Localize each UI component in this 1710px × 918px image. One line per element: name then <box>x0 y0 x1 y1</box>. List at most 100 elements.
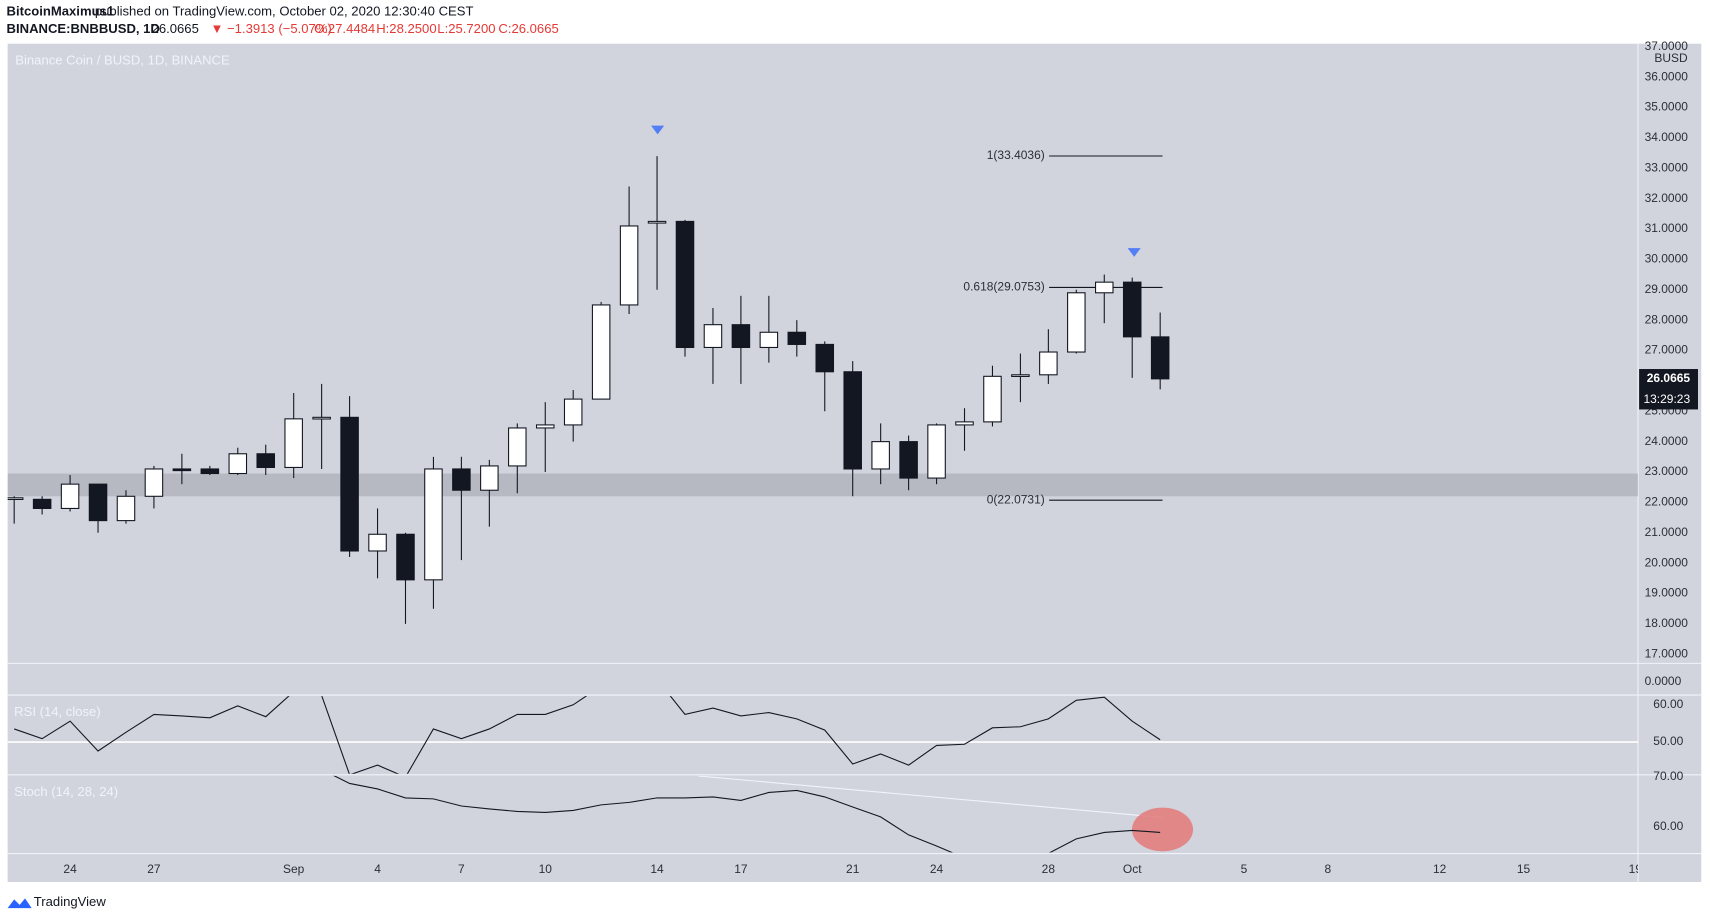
last-price-label: 26.0665 <box>1647 371 1691 385</box>
x-tick-label: 12 <box>1433 862 1447 876</box>
x-tick-label: 28 <box>1042 862 1056 876</box>
candle-body <box>284 418 303 468</box>
fib-label: 0(22.0731) <box>987 492 1045 506</box>
y-tick-label: 32.0000 <box>1645 191 1689 205</box>
candle-body <box>927 424 946 479</box>
candle-body <box>703 324 723 349</box>
candle-body <box>1150 336 1170 380</box>
y-tick-label: 60.00 <box>1653 697 1683 711</box>
y-tick-label: 17.0000 <box>1645 646 1689 660</box>
stoch-pane <box>333 775 1194 853</box>
y-tick-label: 34.0000 <box>1645 130 1689 144</box>
last-price-box <box>1639 369 1699 410</box>
ohlc-open: O:27.4484 <box>314 21 375 36</box>
y-tick-label: 20.0000 <box>1645 555 1689 569</box>
candle-body <box>340 416 359 552</box>
x-axis: 24 27 Sep 4 7 10 14 17 21 24 28 Oct 5 8 12 15 19 <box>63 862 1643 876</box>
candle-body <box>843 371 862 470</box>
logo-text: TradingView <box>34 894 107 909</box>
candle-body <box>591 304 611 400</box>
candle-body <box>563 398 583 426</box>
author: BitcoinMaximus1 <box>7 3 115 18</box>
candle-body <box>619 225 639 306</box>
y-tick-label: 70.00 <box>1653 769 1683 783</box>
candle-body <box>815 343 835 373</box>
signal-marker <box>1127 248 1141 257</box>
indicator-line <box>13 696 1161 774</box>
candle-body <box>396 533 415 581</box>
ohlc-close: C:26.0665 <box>498 21 558 36</box>
candle-body <box>116 495 136 522</box>
highlight-ellipse <box>1132 807 1194 852</box>
x-tick-label: 15 <box>1517 862 1531 876</box>
candle-body <box>899 441 918 479</box>
candle-body <box>1039 351 1058 376</box>
candle-body <box>144 468 164 497</box>
y-tick-label: 50.00 <box>1653 734 1683 748</box>
candle-body <box>452 468 471 491</box>
x-tick-label: 4 <box>374 862 381 876</box>
candle-body <box>60 483 80 509</box>
x-tick-label: 21 <box>846 862 860 876</box>
y-tick-label: 23.0000 <box>1645 464 1689 478</box>
volume-tick-label: 0.0000 <box>1645 674 1682 688</box>
symbol: BINANCE:BNBBUSD, 1D <box>7 21 160 36</box>
y-tick-label: 21.0000 <box>1645 525 1689 539</box>
x-tick-label: 24 <box>63 862 77 876</box>
candle-body <box>1011 374 1030 377</box>
y-tick-label: 19.0000 <box>1645 586 1689 600</box>
candle-body <box>871 441 890 470</box>
x-tick-label: 8 <box>1325 862 1332 876</box>
candle-body <box>787 331 807 345</box>
y-tick-label: 37.0000 <box>1645 39 1689 53</box>
candle-body <box>647 220 667 224</box>
x-tick-label: 24 <box>930 862 944 876</box>
rsi-pane <box>7 696 1639 774</box>
y-tick-label: 27.0000 <box>1645 343 1689 357</box>
candle-body <box>675 220 695 349</box>
change: ▼ −1.3913 (−5.07%) <box>210 21 331 36</box>
x-tick-label: Oct <box>1123 862 1142 876</box>
fib-label: 0.618(29.0753) <box>963 280 1044 294</box>
x-tick-label: 17 <box>734 862 748 876</box>
x-tick-label: 19 <box>1629 862 1643 876</box>
pane-title: Binance Coin / BUSD, 1D, BINANCE <box>15 53 230 68</box>
x-tick-label: 5 <box>1241 862 1248 876</box>
fib-label: 1(33.4036) <box>987 148 1045 162</box>
candle-body <box>508 427 527 467</box>
y-tick-label: 33.0000 <box>1645 160 1689 174</box>
candle-body <box>200 468 220 475</box>
y-tick-label: 18.0000 <box>1645 616 1689 630</box>
stoch-title: Stoch (14, 28, 24) <box>14 784 118 799</box>
ohlc-low: L:25.7200 <box>437 21 495 36</box>
currency: BUSD <box>1654 51 1688 65</box>
candle-body <box>228 453 248 475</box>
y-tick-label: 36.0000 <box>1645 69 1689 83</box>
y-tick-label: 22.0000 <box>1645 495 1689 509</box>
y-tick-label: 35.0000 <box>1645 100 1689 114</box>
published: published on TradingView.com, October 02… <box>95 3 474 18</box>
logo: TradingView <box>7 894 107 909</box>
trend-line <box>697 775 1163 819</box>
y-tick-label: 30.0000 <box>1645 252 1689 266</box>
candle-body <box>983 375 1002 423</box>
support-zone <box>7 473 1639 497</box>
candle-body <box>759 331 779 349</box>
y-tick-label: 29.0000 <box>1645 282 1689 296</box>
candle-body <box>88 483 108 522</box>
y-tick-label: 24.0000 <box>1645 434 1689 448</box>
candle-body <box>256 453 276 468</box>
x-tick-label: Sep <box>283 862 305 876</box>
ohlc-high: H:28.2500 <box>376 21 436 36</box>
x-tick-label: 14 <box>650 862 664 876</box>
x-tick-label: 27 <box>147 862 161 876</box>
y-tick-label: 31.0000 <box>1645 221 1689 235</box>
candle-body <box>1067 292 1086 353</box>
indicator-line <box>333 775 1161 853</box>
candle-body <box>535 424 555 429</box>
candle-body <box>424 468 443 581</box>
x-tick-label: 10 <box>539 862 553 876</box>
candle-body <box>368 533 387 552</box>
rsi-title: RSI (14, close) <box>14 704 101 719</box>
